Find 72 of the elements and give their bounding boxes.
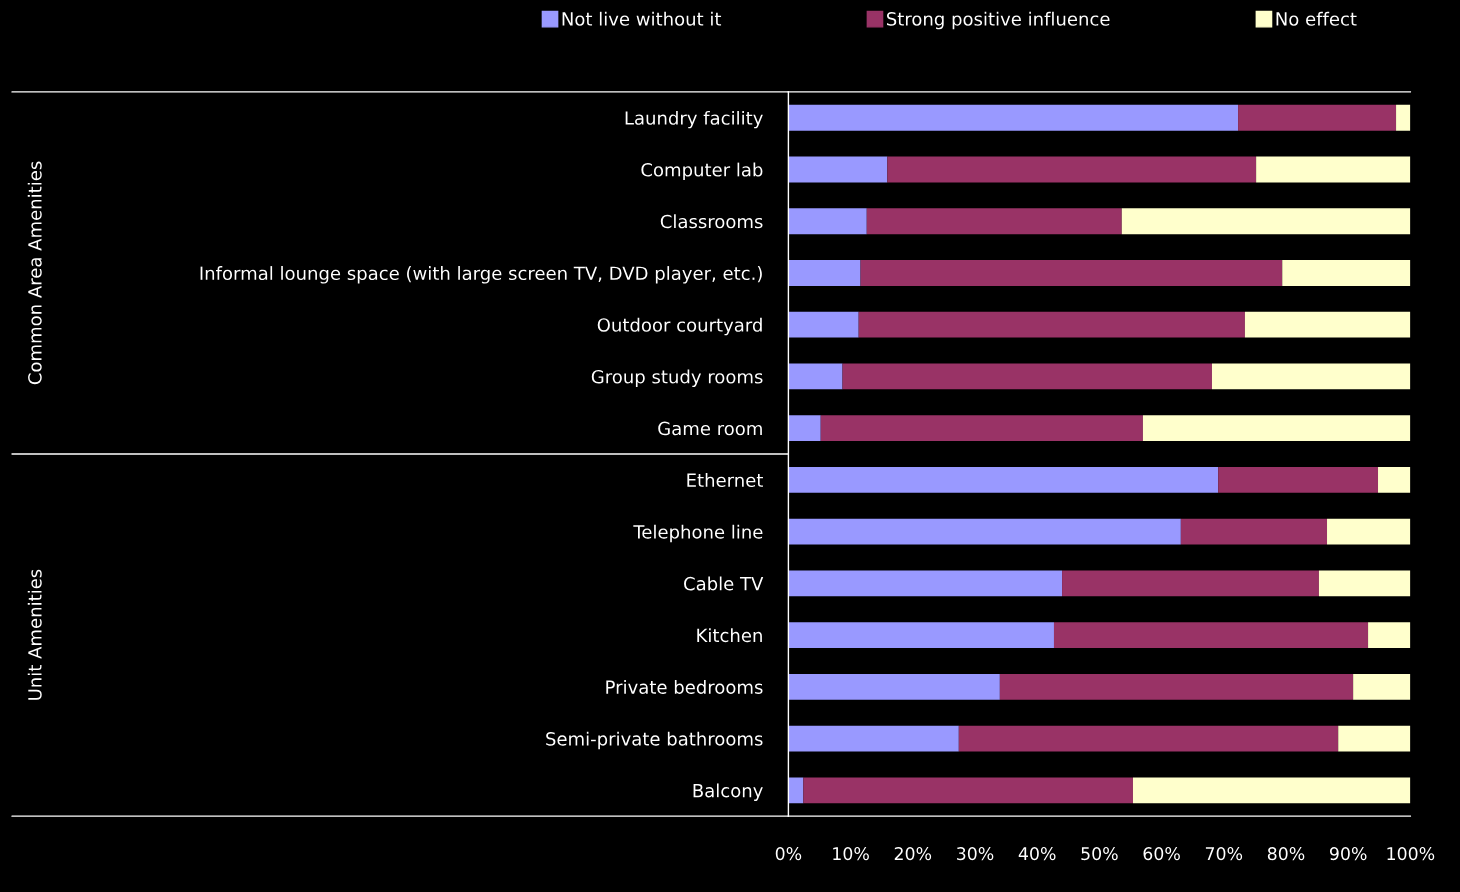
- bar: [788, 777, 804, 804]
- y-tick-label: Private bedrooms: [606, 679, 763, 694]
- bar: [788, 208, 867, 235]
- y-tick-label: Classrooms: [660, 214, 763, 229]
- bar: [1327, 518, 1411, 545]
- bar: [1378, 466, 1411, 493]
- bar: [788, 311, 859, 338]
- bar: [1180, 518, 1328, 545]
- legend-label: No effect: [1276, 11, 1357, 26]
- text: Common Area Amenities: [27, 161, 42, 385]
- bar: [887, 156, 1257, 183]
- bar: [1256, 156, 1411, 183]
- x-tick-label: 50%: [1081, 847, 1118, 861]
- bar: [788, 363, 843, 390]
- x-tick-label: 70%: [1205, 847, 1243, 861]
- bar: [788, 415, 821, 442]
- bar: [1282, 260, 1411, 286]
- bar: [1238, 104, 1397, 131]
- x-tick-label: 0%: [775, 847, 802, 861]
- legend-label: Not live without it: [562, 11, 722, 26]
- bar: [999, 673, 1354, 700]
- x-tick-label: 100%: [1387, 847, 1435, 861]
- bar: [788, 156, 888, 183]
- bar: [788, 622, 1054, 649]
- y-tick-label: Ethernet: [687, 473, 763, 488]
- y-tick-label: Laundry facility: [625, 110, 763, 129]
- bar: [788, 673, 1000, 700]
- bar: [958, 725, 1339, 752]
- y-tick-label: Kitchen: [697, 628, 762, 643]
- y-tick-label: Telephone line: [633, 524, 763, 543]
- bar: [1132, 777, 1411, 804]
- bar: [1053, 622, 1369, 649]
- bar: [788, 570, 1063, 597]
- x-tick-label: 80%: [1267, 847, 1305, 861]
- y-tick-label: Outdoor courtyard: [597, 317, 762, 336]
- y-tick-label: Semi-private bathrooms: [546, 731, 763, 750]
- bar: [1318, 570, 1411, 597]
- bar: [1218, 466, 1379, 493]
- legend-label: Strong positive influence: [886, 11, 1110, 30]
- text: Unit Amenities: [27, 569, 42, 700]
- bar: [803, 777, 1133, 804]
- x-tick-label: 90%: [1329, 847, 1367, 861]
- bar: [1396, 104, 1411, 131]
- bar: [788, 104, 1239, 131]
- y-tick-label: Cable TV: [684, 576, 764, 591]
- x-tick-label: 30%: [957, 847, 994, 861]
- bar: [1062, 570, 1319, 597]
- bar: [1244, 311, 1411, 338]
- bar: [820, 415, 1143, 442]
- bar: [788, 725, 959, 752]
- bar: [1368, 622, 1411, 649]
- bar: [788, 518, 1181, 545]
- bar: [788, 466, 1219, 493]
- bar: [1121, 208, 1411, 235]
- bar: [866, 208, 1122, 235]
- bar: [1211, 363, 1411, 390]
- bar: [1142, 415, 1411, 442]
- bar: [860, 260, 1283, 286]
- bar: [1353, 673, 1411, 700]
- x-tick-label: 40%: [1018, 847, 1056, 861]
- y-tick-label: Group study rooms: [591, 369, 763, 388]
- x-tick-label: 20%: [894, 847, 932, 861]
- bar: [1338, 725, 1411, 752]
- x-tick-label: 60%: [1143, 847, 1180, 861]
- x-tick-label: 10%: [833, 847, 869, 861]
- y-tick-label: Game room: [658, 421, 762, 436]
- bar: [842, 363, 1212, 390]
- y-tick-label: Informal lounge space (with large screen TV, DVD player, etc.): [200, 266, 762, 284]
- bar: [788, 260, 861, 286]
- y-tick-label: Computer lab: [641, 162, 763, 181]
- y-tick-label: Balcony: [693, 783, 763, 801]
- bar: [858, 311, 1245, 338]
